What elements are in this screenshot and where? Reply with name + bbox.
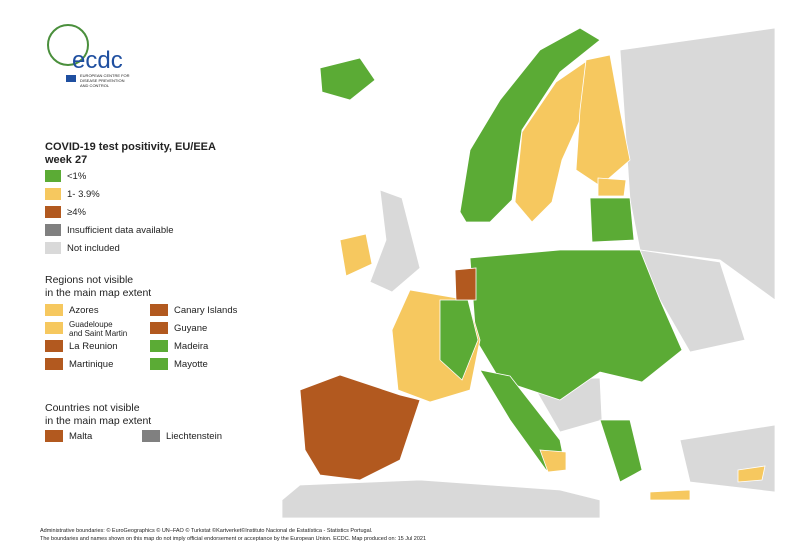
- legend-label: Madeira: [174, 341, 209, 352]
- legend-swatch: [45, 206, 61, 218]
- logo-globe: [47, 24, 89, 66]
- ireland: [339, 233, 373, 277]
- legend-label: Insufficient data available: [67, 225, 174, 236]
- legend-label: La Reunion: [69, 341, 118, 352]
- legend-label: Liechtenstein: [166, 431, 222, 442]
- finland: [575, 54, 631, 187]
- legend-label: ≥4%: [67, 207, 86, 218]
- land-not-included: [679, 424, 776, 493]
- regions-title: Regions not visible: [45, 274, 133, 286]
- legend-title: COVID-19 test positivity, EU/EEA: [45, 141, 216, 153]
- crete: [649, 489, 691, 501]
- logo-subtitle: AND CONTROL: [80, 83, 110, 88]
- iberia: [299, 374, 421, 481]
- iceland: [319, 57, 376, 101]
- land-not-included: [369, 189, 421, 293]
- countries-title: Countries not visible: [45, 402, 140, 414]
- legend-swatch: [45, 224, 61, 236]
- legend-swatch: [45, 170, 61, 182]
- legend-swatch: [45, 430, 63, 442]
- legend-swatch: [150, 358, 168, 370]
- logo-subtitle: DISEASE PREVENTION: [80, 78, 125, 83]
- regions-title: in the main map extent: [45, 287, 151, 299]
- italy-south: [539, 449, 567, 473]
- legend-label: 1- 3.9%: [67, 189, 100, 200]
- legend-swatch: [45, 242, 61, 254]
- legend-swatch: [150, 322, 168, 334]
- logo: ecdc EUROPEAN CENTRE FOR DISEASE PREVENT…: [47, 24, 130, 88]
- legend-swatch: [45, 340, 63, 352]
- legend-label: Guadeloupe and Saint Martin: [69, 320, 127, 338]
- logo-name: ecdc: [72, 47, 123, 74]
- legend-title: week 27: [44, 154, 87, 166]
- legend-swatch: [142, 430, 160, 442]
- legend-label: Not included: [67, 243, 120, 254]
- netherlands: [454, 267, 477, 301]
- legend-swatch: [150, 340, 168, 352]
- footer-note: Administrative boundaries: © EuroGeograp…: [40, 527, 373, 534]
- legend-swatch: [150, 304, 168, 316]
- land-not-included: [281, 479, 601, 519]
- greece: [599, 419, 643, 483]
- legend-swatch: [45, 188, 61, 200]
- central-europe: [469, 249, 683, 401]
- legend-label: Malta: [69, 431, 93, 442]
- legend-label: Mayotte: [174, 359, 208, 370]
- legend-label: <1%: [67, 171, 87, 182]
- map: [281, 27, 776, 519]
- baltics: [589, 197, 635, 243]
- countries-title: in the main map extent: [45, 415, 151, 427]
- cyprus: [737, 465, 766, 483]
- logo-subtitle: EUROPEAN CENTRE FOR: [80, 73, 130, 78]
- legend-label: Azores: [69, 305, 99, 316]
- eu-flag: [66, 75, 76, 82]
- footer-note: The boundaries and names shown on this m…: [40, 536, 426, 542]
- legend-swatch: [45, 358, 63, 370]
- legend-swatch: [45, 322, 63, 334]
- legend-label: Guyane: [174, 323, 207, 334]
- legend-label: Canary Islands: [174, 305, 238, 316]
- legend-swatch: [45, 304, 63, 316]
- norway: [459, 27, 601, 223]
- estonia: [597, 177, 627, 197]
- legend-label: Martinique: [69, 359, 113, 370]
